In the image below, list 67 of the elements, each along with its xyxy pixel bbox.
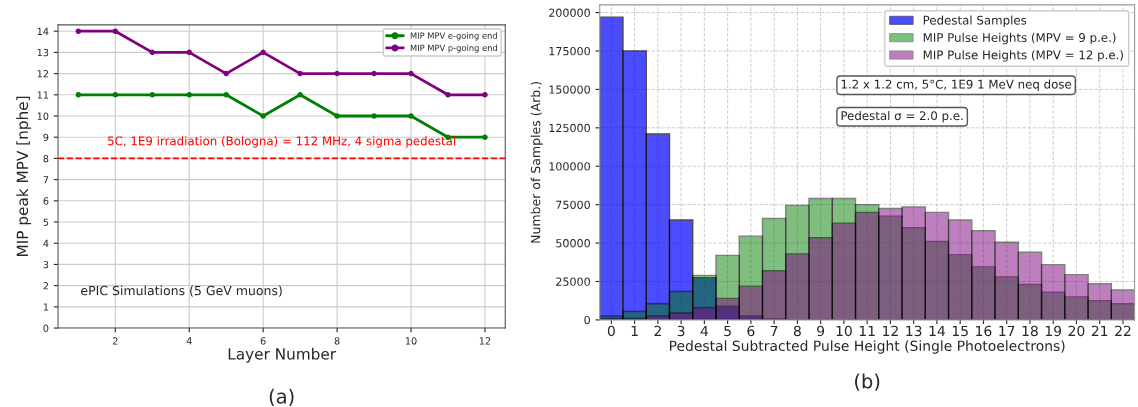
- x-tick-label: 4: [700, 325, 709, 337]
- y-tick-label: 100000: [549, 162, 590, 171]
- legend-label: MIP MPV e-going end: [410, 32, 497, 41]
- legend-label: MIP MPV p-going end: [410, 44, 498, 53]
- x-tick-label: 15: [952, 325, 968, 337]
- y-tick-label: 0: [584, 315, 590, 325]
- x-tick-label: 2: [654, 325, 661, 337]
- y-tick-label: 5: [43, 218, 49, 226]
- y-tick-label: 14: [37, 27, 49, 35]
- y-tick-label: 25000: [556, 277, 590, 286]
- y-tick-label: 7: [43, 176, 49, 184]
- legend-label: Pedestal Samples: [923, 15, 1027, 27]
- x-tick-label: 8: [793, 325, 801, 337]
- y-tick-label: 175000: [549, 46, 590, 56]
- y-tick-label: 8: [43, 154, 49, 163]
- y-tick-label: 4: [43, 239, 49, 247]
- x-tick-label: 18: [1022, 325, 1038, 337]
- x-tick-label: 17: [999, 325, 1015, 337]
- y-tick-label: 3: [43, 260, 49, 269]
- y-tick-label: 11: [37, 91, 49, 99]
- x-tick-label: 20: [1068, 325, 1085, 337]
- y-axis-title: MIP peak MPV [nphe]: [16, 96, 32, 256]
- y-tick-label: 125000: [549, 123, 590, 133]
- y-tick-label: 50000: [556, 239, 590, 248]
- y-tick-label: 150000: [549, 85, 590, 94]
- annotation: Pedestal σ = 2.0 p.e.: [841, 111, 963, 123]
- x-tick-label: 5: [724, 325, 731, 337]
- x-tick-label: 10: [405, 337, 417, 345]
- text: (a): [269, 388, 294, 407]
- x-tick-label: 16: [976, 325, 992, 337]
- y-tick-label: 12: [37, 70, 49, 78]
- x-axis-title: Layer Number: [228, 347, 337, 363]
- y-tick-label: 200000: [549, 8, 590, 17]
- legend-label: MIP Pulse Heights (MPV = 9 p.e.): [923, 32, 1116, 45]
- x-axis-title: Pedestal Subtracted Pulse Height (Single Photoelectrons): [669, 340, 1065, 354]
- y-axis-title: Number of Samples (Arb.): [530, 82, 543, 243]
- y-tick-label: 13: [37, 48, 49, 57]
- x-tick-label: 0: [607, 325, 615, 337]
- x-tick-label: 3: [677, 325, 685, 337]
- x-tick-label: 4: [186, 337, 192, 345]
- x-tick-label: 13: [906, 325, 922, 337]
- y-tick-label: 2: [43, 282, 49, 290]
- text: (b): [855, 373, 880, 391]
- x-tick-label: 21: [1091, 325, 1108, 337]
- x-tick-label: 6: [260, 337, 266, 345]
- x-tick-label: 7: [770, 325, 778, 337]
- annotation: 5C, 1E9 irradiation (Bologna) = 112 MHz, 4 sigma pedestal: [108, 136, 456, 148]
- x-tick-label: 6: [747, 325, 755, 337]
- x-tick-label: 12: [479, 337, 491, 345]
- x-tick-label: 11: [859, 325, 875, 337]
- annotation: ePIC Simulations (5 GeV muons): [81, 285, 282, 297]
- x-tick-label: 22: [1115, 325, 1131, 337]
- legend-label: MIP Pulse Heights (MPV = 12 p.e.): [923, 50, 1123, 62]
- x-tick-label: 1: [631, 325, 638, 337]
- x-tick-label: 10: [836, 325, 852, 337]
- x-tick-label: 19: [1045, 325, 1062, 337]
- x-tick-label: 9: [817, 325, 825, 337]
- y-tick-label: 75000: [556, 200, 590, 210]
- x-tick-label: 8: [334, 337, 340, 345]
- y-tick-label: 1: [43, 303, 49, 311]
- y-tick-label: 10: [37, 112, 49, 120]
- annotation: 1.2 x 1.2 cm, 5°C, 1E9 1 MeV neq dose: [841, 79, 1072, 91]
- y-tick-label: 6: [43, 197, 49, 205]
- x-tick-label: 12: [883, 325, 898, 337]
- y-tick-label: 9: [43, 133, 49, 142]
- x-tick-label: 14: [929, 325, 945, 337]
- x-tick-label: 2: [112, 337, 118, 345]
